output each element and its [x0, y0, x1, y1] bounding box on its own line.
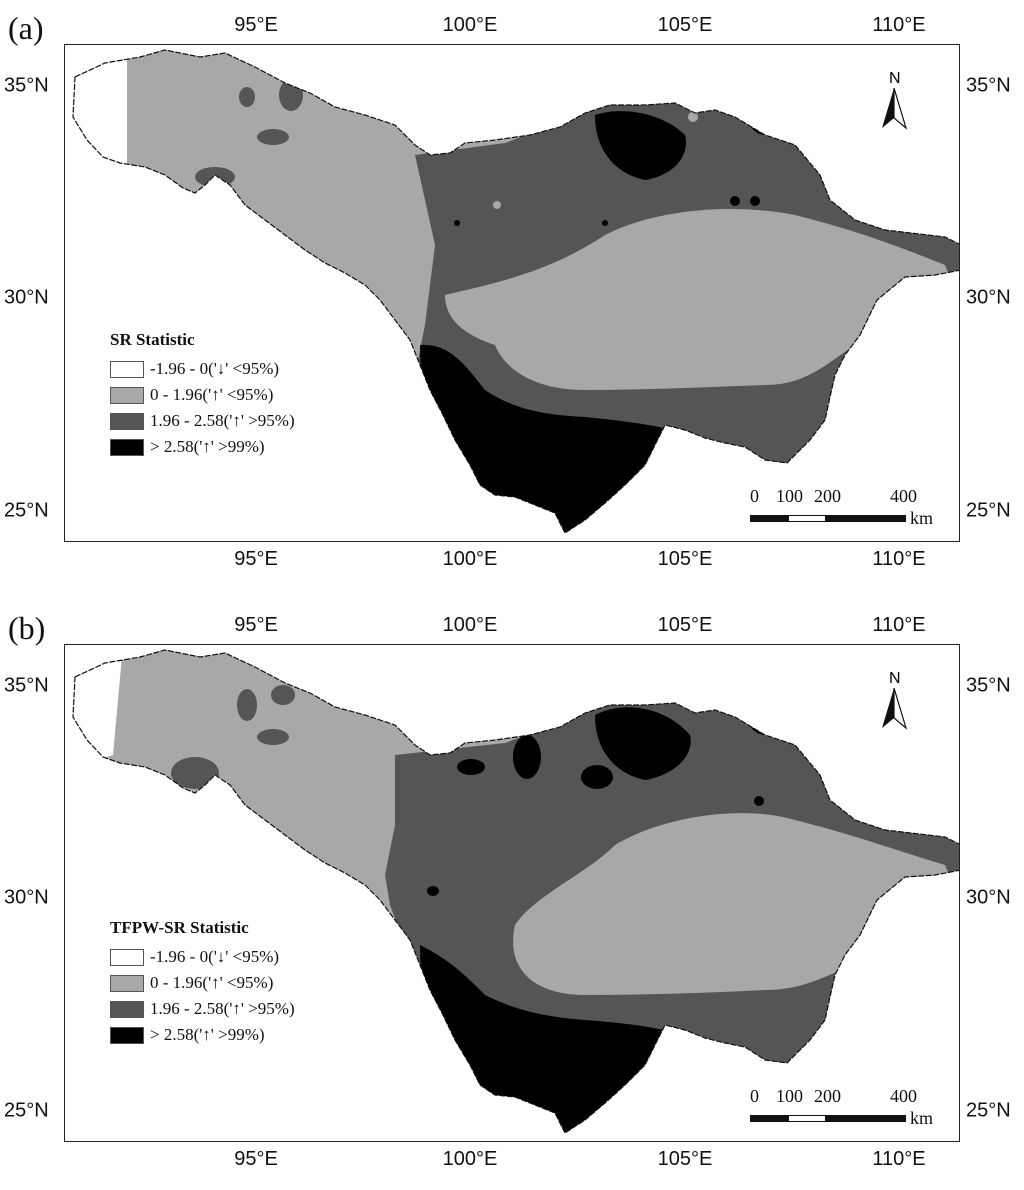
panel-label: (b): [8, 610, 46, 646]
scale-bar: 0 100 200 400 km: [750, 1086, 933, 1129]
legend: SR Statistic -1.96 - 0('↓' <95%) 0 - 1.9…: [110, 330, 295, 460]
scale-label: 100: [776, 486, 803, 506]
lon-label-top: 100°E: [442, 614, 498, 636]
legend-swatch: [110, 1000, 144, 1018]
legend-swatch: [110, 386, 144, 404]
scale-label: 400: [890, 1086, 917, 1106]
legend-label: > 2.58('↑' >99%): [150, 437, 265, 456]
legend-item: > 2.58('↑' >99%): [110, 434, 295, 460]
scale-unit: km: [910, 1108, 934, 1128]
legend-label: 1.96 - 2.58('↑' >95%): [150, 411, 295, 430]
lon-label-bottom: 105°E: [657, 1148, 713, 1170]
legend-title: TFPW-SR Statistic: [110, 918, 249, 937]
map-frame: [64, 644, 960, 1142]
lon-label-top: 95°E: [234, 614, 278, 636]
panel-label: (a): [8, 10, 44, 46]
map-panel-b: (b) 95°E 100°E 105°E 110°E 95°E 100°E 10…: [0, 600, 1024, 1190]
basin-map: [72, 649, 959, 1134]
lon-label-bottom: 100°E: [442, 548, 498, 570]
scale-label: 0: [750, 486, 759, 506]
lon-label-top: 95°E: [234, 14, 278, 36]
lon-label-bottom: 95°E: [234, 548, 278, 570]
scale-unit: km: [910, 508, 934, 528]
lon-label-top: 105°E: [657, 614, 713, 636]
lon-label-top: 110°E: [872, 14, 926, 36]
legend-item: 1.96 - 2.58('↑' >95%): [110, 996, 295, 1022]
lat-label-right: 30°N: [966, 286, 1011, 309]
legend-label: 0 - 1.96('↑' <95%): [150, 973, 274, 992]
legend-item: 0 - 1.96('↑' <95%): [110, 382, 295, 408]
legend-swatch: [110, 974, 144, 992]
scale-label: 200: [814, 1086, 841, 1106]
legend-item: -1.96 - 0('↓' <95%): [110, 944, 295, 970]
legend: TFPW-SR Statistic -1.96 - 0('↓' <95%) 0 …: [110, 918, 295, 1048]
legend-swatch: [110, 438, 144, 456]
north-arrow-shape: [882, 88, 908, 130]
lon-label-bottom: 95°E: [234, 1148, 278, 1170]
scale-label: 400: [890, 486, 917, 506]
lon-label-bottom: 100°E: [442, 1148, 498, 1170]
lon-label-bottom: 105°E: [657, 548, 713, 570]
map-frame: [64, 44, 960, 542]
legend-swatch: [110, 948, 144, 966]
north-arrow-icon: N: [880, 70, 912, 132]
legend-label: -1.96 - 0('↓' <95%): [150, 947, 280, 966]
lat-label-left: 35°N: [4, 674, 49, 697]
legend-swatch: [110, 360, 144, 378]
legend-swatch: [110, 1026, 144, 1044]
lat-label-left: 25°N: [4, 1099, 49, 1122]
north-label: N: [889, 670, 901, 687]
legend-label: 0 - 1.96('↑' <95%): [150, 385, 274, 404]
lon-label-bottom: 110°E: [872, 548, 926, 570]
lon-label-top: 100°E: [442, 14, 498, 36]
lat-label-left: 35°N: [4, 74, 49, 97]
lat-label-left: 25°N: [4, 499, 49, 522]
lat-label-right: 35°N: [966, 74, 1011, 97]
lat-label-right: 25°N: [966, 499, 1011, 522]
legend-item: 1.96 - 2.58('↑' >95%): [110, 408, 295, 434]
lon-label-bottom: 110°E: [872, 1148, 926, 1170]
legend-label: -1.96 - 0('↓' <95%): [150, 359, 280, 378]
legend-item: 0 - 1.96('↑' <95%): [110, 970, 295, 996]
legend-swatch: [110, 412, 144, 430]
north-arrow-icon: N: [880, 670, 912, 732]
scale-label: 0: [750, 1086, 759, 1106]
north-label: N: [889, 70, 901, 87]
lat-label-left: 30°N: [4, 886, 49, 909]
scale-label: 100: [776, 1086, 803, 1106]
legend-title: SR Statistic: [110, 330, 195, 349]
lat-label-right: 25°N: [966, 1099, 1011, 1122]
basin-map: [72, 49, 959, 534]
lat-label-right: 30°N: [966, 886, 1011, 909]
lat-label-left: 30°N: [4, 286, 49, 309]
legend-label: > 2.58('↑' >99%): [150, 1025, 265, 1044]
lon-label-top: 105°E: [657, 14, 713, 36]
map-panel-a: (a) 95°E 100°E 105°E 110°E 95°E 100°E 10…: [0, 0, 1024, 590]
legend-item: > 2.58('↑' >99%): [110, 1022, 295, 1048]
legend-item: -1.96 - 0('↓' <95%): [110, 356, 295, 382]
scale-label: 200: [814, 486, 841, 506]
scale-bar: 0 100 200 400 km: [750, 486, 933, 529]
lat-label-right: 35°N: [966, 674, 1011, 697]
lon-label-top: 110°E: [872, 614, 926, 636]
north-arrow-shape: [882, 688, 908, 730]
legend-label: 1.96 - 2.58('↑' >95%): [150, 999, 295, 1018]
